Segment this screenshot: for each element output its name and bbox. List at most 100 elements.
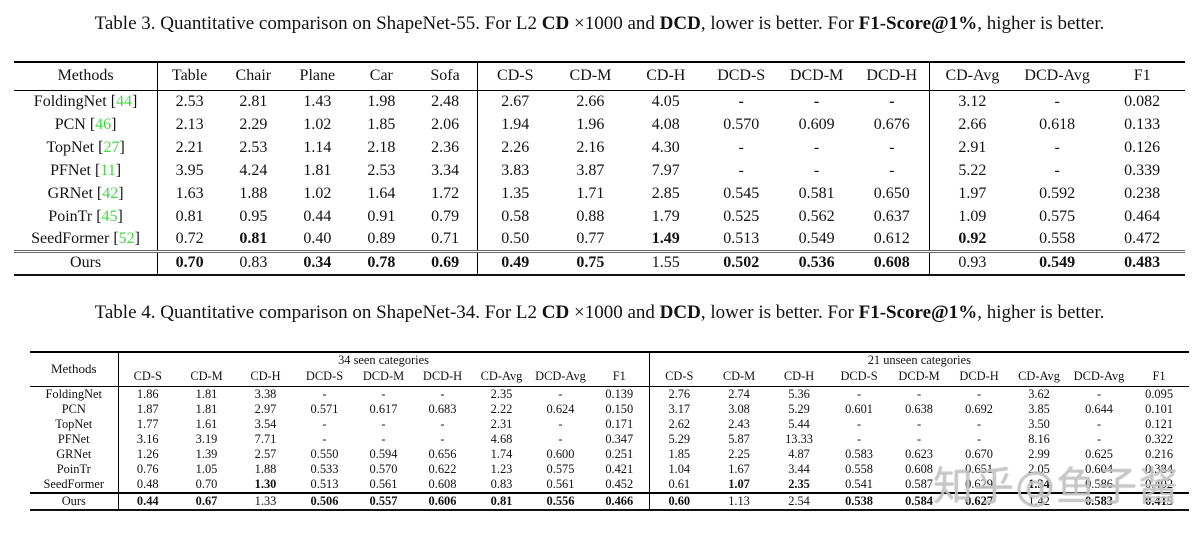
value-cell: 2.25 — [728, 446, 750, 461]
value-cell: 0.571 — [310, 401, 339, 416]
value-cell: 0.606 — [413, 491, 472, 510]
method-cell: GRNet [42] — [14, 182, 158, 205]
value-cell: 1.64 — [367, 184, 396, 202]
value-cell: 0.561 — [369, 476, 398, 491]
method-cell: PCN [46] — [14, 113, 158, 136]
column-header: DCD-Avg — [1014, 62, 1100, 91]
value-cell: 3.54 — [254, 416, 277, 431]
method-cell: SeedFormer — [30, 476, 119, 493]
value-cell: 0.558 — [1039, 229, 1076, 247]
method-cell: TopNet — [30, 416, 119, 432]
value-cell: 0.101 — [1145, 401, 1174, 416]
caption-segment: CD — [541, 302, 570, 323]
value-cell: 1.09 — [958, 207, 987, 225]
value-cell: 3.85 — [1028, 401, 1050, 416]
value-cell: 2.06 — [413, 113, 478, 136]
value-cell: - — [856, 416, 862, 431]
column-header: CD-S — [477, 62, 553, 91]
value-cell: 1.02 — [303, 184, 332, 202]
table4-shapenet34: Methods 34 seen categories 21 unseen categ… — [30, 351, 1190, 511]
value-cell: 1.42 — [1009, 491, 1070, 510]
method-name: FoldingNet — [45, 386, 102, 401]
value-cell: 4.87 — [788, 446, 810, 461]
citation-bracket: [ — [106, 92, 117, 110]
table3-caption: Table 3. Quantitative comparison on Shap… — [0, 12, 1199, 35]
value-cell: 0.670 — [965, 446, 993, 461]
value-cell: 1.05 — [195, 461, 218, 476]
value-cell: 0.550 — [310, 446, 339, 461]
value-cell: 0.384 — [1145, 461, 1174, 476]
caption-segment: , lower is better. For — [700, 13, 859, 34]
caption-segment: F1-Score@1% — [858, 302, 978, 323]
value-cell: 0.617 — [369, 401, 398, 416]
value-cell: 3.62 — [1028, 386, 1050, 401]
column-header: Car — [349, 62, 414, 91]
column-header: CD-Avg — [1009, 368, 1070, 387]
value-cell: 0.612 — [854, 228, 931, 251]
value-cell: - — [1054, 92, 1060, 110]
value-cell: 0.78 — [349, 249, 414, 275]
value-cell: 1.72 — [413, 182, 478, 205]
value-cell: - — [1054, 161, 1060, 179]
column-header: DCD-H — [413, 368, 472, 387]
value-cell: 0.651 — [965, 461, 993, 476]
value-cell: 1.81 — [195, 386, 218, 401]
value-cell: 1.81 — [195, 401, 218, 416]
value-cell: 13.33 — [785, 431, 813, 446]
value-cell: 0.587 — [905, 476, 933, 491]
value-cell: - — [440, 431, 445, 446]
table3-shapenet55: Methods Table Chair Plane Car Sofa CD-S CD-M CD-… — [14, 61, 1185, 276]
value-cell: 0.608 — [428, 476, 457, 491]
value-cell: 0.644 — [1085, 401, 1113, 416]
value-cell: 4.68 — [490, 431, 513, 446]
value-cell: 0.88 — [576, 207, 605, 225]
value-cell: - — [381, 416, 386, 431]
value-cell: 0.95 — [239, 207, 268, 225]
value-cell: 0.692 — [965, 401, 993, 416]
value-cell: 0.75 — [552, 249, 629, 275]
value-cell: 1.88 — [239, 184, 268, 202]
table-row: PCN 1.87 1.81 2.97 0.571 0.617 0.683 2.22 0.624 0… — [30, 401, 1189, 417]
value-cell: 0.623 — [905, 446, 933, 461]
value-cell: 0.79 — [413, 205, 478, 228]
value-cell: 0.50 — [501, 229, 530, 247]
value-cell: 0.83 — [490, 476, 513, 491]
value-cell: 1.49 — [651, 229, 680, 247]
value-cell: 0.126 — [1124, 138, 1161, 156]
method-name: SeedFormer — [43, 476, 105, 491]
method-cell: SeedFormer [52] — [14, 228, 158, 251]
table-row: PFNet 3.16 3.19 7.71 - - - 4.68 - 0.347 5.29 5.87 13… — [30, 431, 1189, 447]
value-cell: 0.322 — [1145, 431, 1174, 446]
value-cell: 2.99 — [1028, 446, 1050, 461]
value-cell: 1.34 — [1028, 476, 1050, 491]
value-cell: 0.608 — [905, 461, 933, 476]
value-cell: 0.466 — [590, 491, 650, 510]
table3-body: FoldingNet [44] 2.53 2.81 1.43 1.98 2.48 2.67 2… — [14, 90, 1185, 275]
method-name: PFNet — [57, 431, 90, 446]
table-row: GRNet 1.26 1.39 2.57 0.550 0.594 0.656 1.74 0.60… — [30, 446, 1189, 462]
value-cell: 0.472 — [1124, 229, 1161, 247]
value-cell: 1.07 — [728, 476, 750, 491]
citation-number: 11 — [100, 161, 116, 179]
value-cell: - — [322, 386, 327, 401]
value-cell: - — [813, 138, 820, 156]
value-cell: 2.91 — [958, 138, 987, 156]
value-cell: 0.70 — [157, 249, 222, 275]
citation-bracket: ] — [134, 229, 140, 247]
value-cell: 0.604 — [1085, 461, 1113, 476]
value-cell: - — [381, 431, 386, 446]
value-cell: - — [813, 92, 820, 110]
value-cell: 7.71 — [254, 431, 277, 446]
value-cell: 0.44 — [303, 207, 332, 225]
citation-bracket: [ — [109, 229, 119, 247]
value-cell: 0.347 — [590, 431, 650, 447]
column-header: F1 — [1099, 62, 1185, 91]
value-cell: 0.251 — [590, 446, 650, 462]
value-cell: - — [813, 161, 820, 179]
value-cell: 0.609 — [798, 115, 835, 133]
value-cell: - — [976, 431, 982, 446]
value-cell: - — [1096, 386, 1102, 401]
value-cell: 0.558 — [845, 461, 873, 476]
value-cell: 1.88 — [254, 461, 277, 476]
value-cell: 1.14 — [303, 138, 332, 156]
